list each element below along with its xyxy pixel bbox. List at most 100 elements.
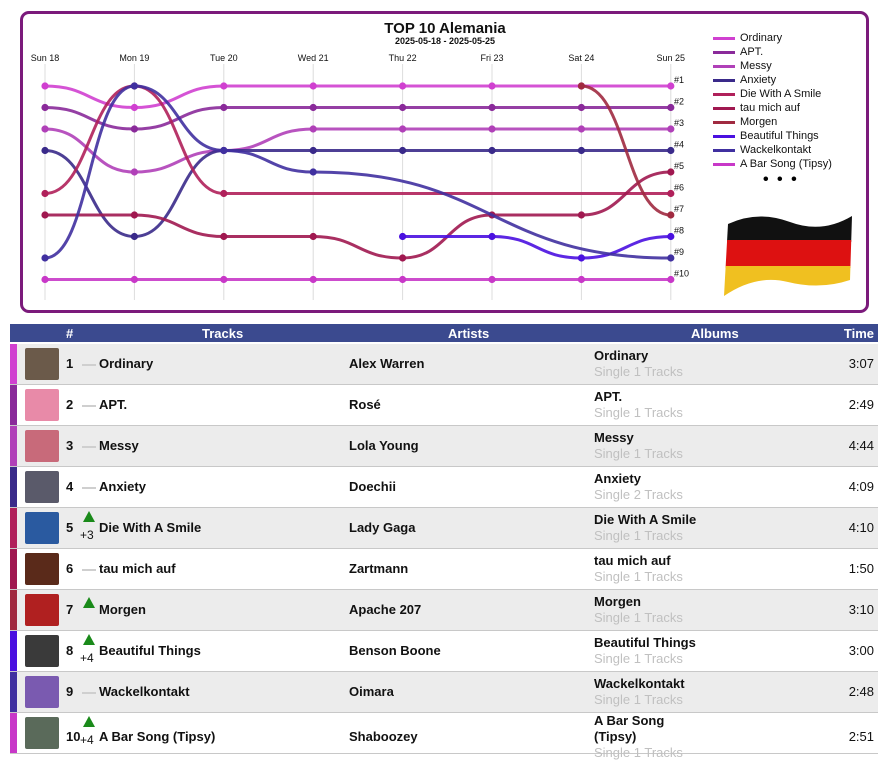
data-point [488,82,496,90]
rank-number: 4 [66,479,74,494]
legend-label: Messy [740,60,772,72]
album-cover-thumbnail [25,471,59,503]
row-color-bar [10,467,17,507]
no-change-icon [82,569,96,571]
album-title: Ordinary [594,348,649,363]
rank-number: 8 [66,643,74,658]
artist-name[interactable]: Lola Young [349,438,419,453]
album-subtitle: Single 2 Tracks [594,487,683,502]
album-info[interactable]: Morgen Single 1 Tracks [594,594,683,626]
data-point [130,125,138,133]
table-row[interactable]: 2 APT. Rosé APT. Single 1 Tracks 2:49 [10,385,878,426]
chart-legend: Ordinary APT. Messy Anxiety Die With A Smile… [713,31,832,189]
album-title: tau mich auf [594,553,671,568]
table-row[interactable]: 4 Anxiety Doechii Anxiety Single 2 Tracks 4:0… [10,467,878,508]
table-row[interactable]: 5 +3 Die With A Smile Lady Gaga Die With A S… [10,508,878,549]
album-info[interactable]: Wackelkontakt Single 1 Tracks [594,676,685,708]
data-point [41,189,49,198]
rank-number: 2 [66,397,74,412]
track-title[interactable]: Morgen [99,602,146,617]
album-info[interactable]: Die With A Smile Single 1 Tracks [594,512,696,544]
data-point [488,232,496,241]
legend-label: APT. [740,46,764,58]
data-point [577,103,586,112]
album-title: Messy [594,430,634,445]
x-tick-label: Thu 22 [389,53,417,63]
table-row[interactable]: 10 +4 A Bar Song (Tipsy) Shaboozey A Bar Son… [10,713,878,760]
row-color-bar [10,344,17,384]
track-title[interactable]: APT. [99,397,128,412]
album-info[interactable]: Messy Single 1 Tracks [594,430,683,462]
track-title[interactable]: Messy [99,438,139,453]
bump-chart: Sun 18 Mon 19 Tue 20 Wed 21 Thu 22 Fri 23 Sat … [31,53,689,300]
artist-name[interactable]: Shaboozey [349,729,418,744]
rank-label: #10 [674,269,689,279]
data-point [577,254,586,262]
album-cover-thumbnail [25,594,59,626]
rank-number: 7 [66,602,74,617]
data-point [667,103,675,112]
album-info[interactable]: A Bar Song (Tipsy) Single 1 Tracks [594,713,684,761]
data-point [577,211,586,219]
album-info[interactable]: Beautiful Things Single 1 Tracks [594,635,696,667]
album-info[interactable]: Ordinary Single 1 Tracks [594,348,683,380]
no-change-icon [82,487,96,489]
legend-entry: Anxiety [713,73,832,87]
artist-name[interactable]: Doechii [349,479,396,494]
table-row[interactable]: 6 tau mich auf Zartmann tau mich auf Single … [10,549,878,590]
table-row[interactable]: 9 Wackelkontakt Oimara Wackelkontakt Single … [10,672,878,713]
album-info[interactable]: Anxiety Single 2 Tracks [594,471,683,503]
album-subtitle: Single 1 Tracks [594,610,683,625]
data-point [130,275,138,284]
artist-name[interactable]: Lady Gaga [349,520,416,535]
album-subtitle: Single 1 Tracks [594,528,683,543]
rank-number: 6 [66,561,74,576]
data-point [399,232,407,241]
data-point [667,189,675,198]
data-point [41,146,49,155]
legend-label: Die With A Smile [740,88,822,100]
data-point [220,275,228,284]
table-row[interactable]: 8 +4 Beautiful Things Benson Boone Beautiful… [10,631,878,672]
artist-name[interactable]: Zartmann [349,561,409,576]
artist-name[interactable]: Benson Boone [349,643,441,658]
album-title: A Bar Song (Tipsy) [594,713,665,744]
track-title[interactable]: A Bar Song (Tipsy) [99,729,216,744]
track-title[interactable]: tau mich auf [99,561,176,576]
track-duration: 4:10 [848,520,874,535]
data-point [667,146,675,155]
rank-label: #3 [674,118,684,128]
table-row[interactable]: 3 Messy Lola Young Messy Single 1 Tracks 4:44 [10,426,878,467]
data-point [667,275,675,284]
track-title[interactable]: Beautiful Things [99,643,201,658]
data-point [41,82,49,90]
track-title[interactable]: Anxiety [99,479,146,494]
artist-name[interactable]: Rosé [349,397,381,412]
data-point [399,82,407,90]
legend-label: tau mich auf [740,102,800,114]
artist-name[interactable]: Oimara [349,684,394,699]
track-title[interactable]: Wackelkontakt [99,684,190,699]
track-title[interactable]: Ordinary [99,356,154,371]
track-duration: 2:48 [848,684,874,699]
artist-name[interactable]: Alex Warren [349,356,425,371]
album-info[interactable]: APT. Single 1 Tracks [594,389,683,421]
artist-name[interactable]: Apache 207 [349,602,422,617]
data-point [309,168,317,176]
rank-label: #8 [674,226,684,236]
x-tick-label: Mon 19 [119,53,149,63]
up-arrow-icon [83,634,95,645]
series-line [43,84,673,110]
table-row[interactable]: 1 Ordinary Alex Warren Ordinary Single 1 Tra… [10,344,878,385]
data-point [41,275,49,284]
chart-subtitle: 2025-05-18 - 2025-05-25 [394,36,496,46]
header-albums: Albums [691,326,739,341]
album-info[interactable]: tau mich auf Single 1 Tracks [594,553,683,585]
table-row[interactable]: 7 Morgen Apache 207 Morgen Single 1 Tracks 3:… [10,590,878,631]
data-point [309,103,317,112]
x-tick-label: Fri 23 [480,53,503,63]
header-artists: Artists [448,326,490,341]
rank-label: #7 [674,204,684,214]
track-title[interactable]: Die With A Smile [99,520,202,535]
data-point [41,125,49,133]
